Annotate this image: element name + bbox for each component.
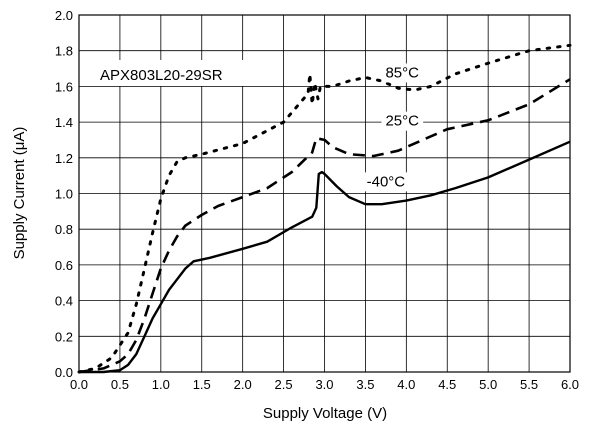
x-tick-label: 4.5 — [438, 377, 456, 392]
series-labels: 85°C 25°C -40°C — [362, 63, 424, 192]
plot-frame — [78, 14, 571, 373]
x-tick-label: 5.0 — [479, 377, 497, 392]
x-tick-label: 0.0 — [70, 377, 88, 392]
x-tick-label: 1.0 — [152, 377, 170, 392]
chart-title: APX803L20-29SR — [100, 67, 223, 84]
series-layer — [77, 43, 572, 374]
y-tick-label: 0.8 — [55, 222, 73, 237]
series-line-dashed — [78, 78, 571, 374]
y-axis-title: Supply Current (μA) — [11, 127, 28, 260]
series-line-solid — [79, 140, 571, 374]
x-tick-label: 3.5 — [356, 377, 374, 392]
y-tick-label: 1.6 — [55, 79, 73, 94]
x-tick-label: 3.0 — [315, 377, 333, 392]
tick-labels: 0.0 0.5 1.0 1.5 2.0 2.5 3.0 3.5 4.0 4.5 5.0 5.5 6.0 0… — [55, 8, 579, 392]
y-tick-label: 1.0 — [55, 187, 73, 202]
x-tick-label: 6.0 — [561, 377, 579, 392]
y-tick-label: 2.0 — [55, 8, 73, 23]
x-tick-label: 5.5 — [520, 377, 538, 392]
series-label-backdrop — [381, 111, 424, 131]
series-label: -40°C — [367, 173, 406, 190]
y-tick-label: 1.2 — [55, 151, 73, 166]
chart-title-backdrop — [90, 60, 260, 86]
x-tick-label: 2.5 — [275, 377, 293, 392]
series-label-backdrop — [381, 63, 424, 83]
x-tick-label: 1.5 — [193, 377, 211, 392]
x-tick-label: 2.0 — [234, 377, 252, 392]
y-tick-label: 1.8 — [55, 44, 73, 59]
x-axis-title: Supply Voltage (V) — [263, 405, 387, 422]
series-label: 85°C — [385, 64, 419, 81]
series-label-backdrop — [362, 172, 410, 192]
y-tick-label: 1.4 — [55, 115, 73, 130]
y-tick-label: 0.0 — [55, 365, 73, 380]
y-tick-label: 0.6 — [55, 258, 73, 273]
x-tick-label: 0.5 — [111, 377, 129, 392]
y-tick-label: 0.2 — [55, 329, 73, 344]
x-tick-label: 4.0 — [397, 377, 415, 392]
series-label: 25°C — [385, 113, 419, 130]
y-tick-label: 0.4 — [55, 294, 73, 309]
